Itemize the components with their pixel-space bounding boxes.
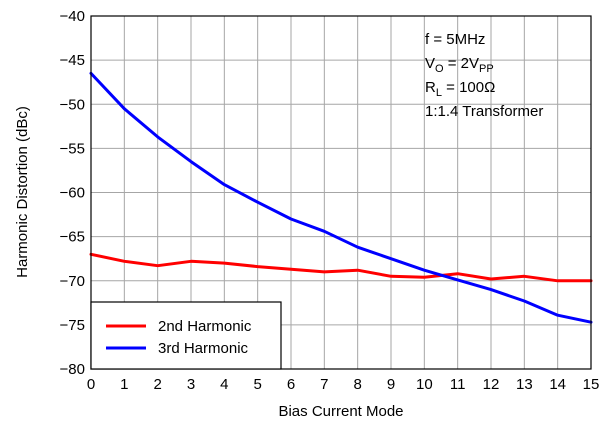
y-tick-label: −45 bbox=[60, 52, 85, 69]
x-tick-label: 0 bbox=[87, 376, 95, 393]
x-tick-label: 8 bbox=[353, 376, 361, 393]
x-tick-label: 15 bbox=[583, 376, 600, 393]
x-tick-label: 9 bbox=[387, 376, 395, 393]
annotation-frequency: f = 5MHz bbox=[425, 31, 485, 48]
legend-label-3rd-harmonic: 3rd Harmonic bbox=[158, 340, 249, 357]
series-line-3rd-harmonic bbox=[89, 71, 593, 324]
annotation-box: f = 5MHz VO = 2VPP RL = 100Ω 1:1.4 Trans… bbox=[425, 31, 543, 120]
x-tick-label: 11 bbox=[450, 376, 466, 393]
tick-labels: 0 1 2 3 4 5 6 7 8 9 10 11 12 13 14 15−40−45−50−55−60−65… bbox=[60, 8, 600, 393]
annotation-rl-rest: = 100Ω bbox=[442, 79, 495, 96]
annotation-load-resistance: RL = 100Ω bbox=[425, 79, 495, 99]
x-tick-label: 14 bbox=[549, 376, 566, 393]
x-tick-label: 10 bbox=[416, 376, 433, 393]
y-tick-label: −40 bbox=[60, 8, 85, 25]
y-tick-label: −80 bbox=[60, 361, 85, 378]
annotation-vo-main: V bbox=[425, 55, 435, 72]
annotation-transformer: 1:1.4 Transformer bbox=[425, 103, 543, 120]
x-tick-label: 3 bbox=[187, 376, 195, 393]
x-tick-label: 4 bbox=[220, 376, 228, 393]
series-line-2nd-harmonic bbox=[89, 252, 593, 283]
y-tick-label: −75 bbox=[60, 317, 85, 334]
x-tick-label: 12 bbox=[483, 376, 500, 393]
legend-box bbox=[90, 301, 282, 370]
x-tick-label: 5 bbox=[253, 376, 261, 393]
legend: 2nd Harmonic 3rd Harmonic bbox=[90, 301, 282, 370]
annotation-vo-sub: O bbox=[435, 63, 444, 75]
y-tick-label: −70 bbox=[60, 273, 85, 290]
x-tick-label: 7 bbox=[320, 376, 328, 393]
x-tick-label: 6 bbox=[287, 376, 295, 393]
annotation-vo-rest: = 2V bbox=[444, 55, 479, 72]
annotation-rl-main: R bbox=[425, 79, 436, 96]
legend-label-2nd-harmonic: 2nd Harmonic bbox=[158, 318, 252, 335]
x-tick-label: 13 bbox=[516, 376, 533, 393]
series-group bbox=[89, 71, 593, 324]
y-axis-label: Harmonic Distortion (dBc) bbox=[14, 106, 31, 278]
plot-frame bbox=[90, 15, 592, 370]
y-tick-label: −55 bbox=[60, 140, 85, 157]
grid bbox=[91, 16, 591, 369]
y-tick-label: −50 bbox=[60, 96, 85, 113]
x-axis-label: Bias Current Mode bbox=[278, 403, 403, 420]
x-tick-label: 2 bbox=[153, 376, 161, 393]
annotation-output-voltage: VO = 2VPP bbox=[425, 55, 494, 75]
y-tick-label: −60 bbox=[60, 185, 85, 202]
annotation-vo-sub2: PP bbox=[479, 63, 494, 75]
annotation-rl-sub: L bbox=[436, 87, 442, 99]
x-tick-label: 1 bbox=[120, 376, 128, 393]
y-tick-label: −65 bbox=[60, 229, 85, 246]
